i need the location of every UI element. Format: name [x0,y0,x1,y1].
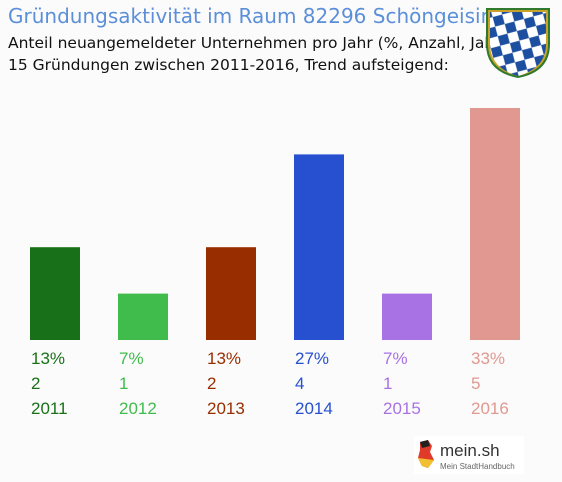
percent-label-2011: 13% [31,349,65,368]
bar-2015 [382,293,432,340]
bar-2012 [118,293,168,340]
year-label-2013: 2013 [207,399,245,418]
bar-2014 [294,154,344,340]
brand-tagline: Mein StadtHandbuch [440,462,515,471]
year-label-2015: 2015 [383,399,421,418]
year-label-2014: 2014 [295,399,333,418]
percent-label-2013: 13% [207,349,241,368]
year-label-2011: 2011 [31,399,68,418]
count-label-2015: 1 [383,374,392,393]
count-label-2016: 5 [471,374,480,393]
year-label-2016: 2016 [471,399,509,418]
chart-subtitle-line2: 15 Gründungen zwischen 2011-2016, Trend … [8,56,449,74]
count-label-2013: 2 [207,374,216,393]
page-title: Gründungsaktivität im Raum 82296 Schönge… [8,4,506,28]
count-label-2012: 1 [119,374,128,393]
bavaria-crest-icon [486,8,550,78]
percent-label-2014: 27% [295,349,329,368]
mein-sh-logo[interactable]: mein.sh Mein StadtHandbuch [414,436,524,474]
bar-2013 [206,247,256,340]
count-label-2011: 2 [31,374,40,393]
chart-subtitle-line1: Anteil neuangemeldeter Unternehmen pro J… [8,34,507,52]
percent-label-2015: 7% [383,349,408,368]
germany-map-icon [418,440,434,468]
bar-2011 [30,247,80,340]
percent-label-2016: 33% [471,349,505,368]
year-label-2012: 2012 [119,399,157,418]
percent-label-2012: 7% [119,349,144,368]
count-label-2014: 4 [295,374,304,393]
brand-name: mein.sh [440,441,500,460]
bar-2016 [470,108,520,340]
